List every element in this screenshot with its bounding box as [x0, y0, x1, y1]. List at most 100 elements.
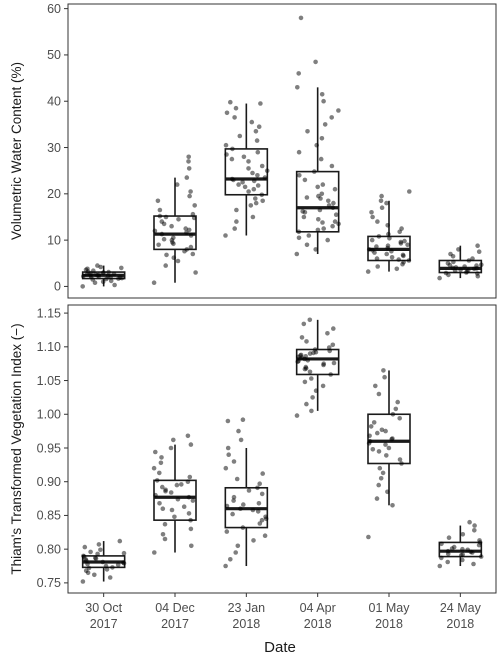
- ttvi-point: [307, 317, 313, 323]
- vwc-point: [184, 230, 189, 235]
- vwc-point: [81, 273, 86, 279]
- vwc-point: [164, 252, 169, 258]
- ttvi-point: [186, 511, 192, 516]
- ttvi-point: [185, 479, 191, 485]
- ttvi-point: [117, 538, 123, 544]
- vwc-point: [155, 198, 161, 204]
- ttvi-point: [230, 511, 235, 517]
- ttvi-point: [460, 557, 465, 563]
- vwc-point: [108, 278, 114, 284]
- vwc-point: [304, 195, 310, 200]
- vwc-point: [157, 213, 163, 219]
- vwc-point: [456, 247, 461, 252]
- ttvi-point: [472, 523, 477, 528]
- vwc-point: [262, 175, 268, 180]
- ttvi-point: [188, 517, 193, 523]
- ttvi-point: [85, 561, 90, 567]
- ttvi-point: [259, 517, 265, 523]
- vwc-point: [95, 263, 100, 268]
- vwc-point: [329, 115, 335, 120]
- vwc-y-tick-label: 40: [47, 95, 61, 109]
- vwc-point: [224, 152, 229, 157]
- ttvi-y-tick-label: 0.90: [37, 475, 61, 489]
- ttvi-point: [228, 557, 233, 562]
- vwc-point: [332, 186, 338, 192]
- vwc-point: [159, 231, 165, 237]
- ttvi-point: [446, 535, 452, 540]
- ttvi-point: [174, 482, 180, 488]
- x-tick-label-date: 04 Apr: [300, 601, 336, 615]
- vwc-point: [169, 223, 174, 229]
- ttvi-point: [309, 376, 314, 381]
- vwc-point: [305, 129, 310, 134]
- vwc-point: [298, 15, 304, 21]
- vwc-y-tick-label: 20: [47, 187, 61, 201]
- vwc-point: [325, 237, 331, 243]
- vwc-point: [256, 124, 262, 129]
- ttvi-point: [302, 379, 308, 385]
- vwc-point: [369, 237, 375, 243]
- vwc-point: [255, 183, 261, 188]
- ttvi-point: [257, 481, 263, 487]
- vwc-point: [253, 200, 259, 206]
- vwc-y-tick-label: 60: [47, 2, 61, 16]
- vwc-point: [93, 272, 98, 277]
- vwc-point: [370, 248, 375, 253]
- ttvi-y-axis-title: Thiam's Transformed Vegetation Index (−): [9, 323, 24, 574]
- vwc-point: [396, 257, 402, 262]
- vwc-point: [375, 219, 380, 224]
- ttvi-y-tick-label: 0.80: [37, 542, 61, 556]
- ttvi-point: [384, 453, 389, 458]
- vwc-point: [186, 227, 192, 233]
- vwc-point: [301, 214, 307, 220]
- vwc-point: [451, 259, 456, 265]
- vwc-point: [329, 163, 335, 169]
- vwc-point: [406, 258, 412, 263]
- ttvi-point: [255, 485, 260, 491]
- vwc-point: [466, 258, 472, 263]
- vwc-point: [242, 184, 248, 190]
- vwc-point: [389, 254, 395, 260]
- ttvi-point: [376, 482, 382, 488]
- ttvi-point: [259, 491, 265, 497]
- ttvi-point: [96, 542, 102, 547]
- ttvi-point: [160, 484, 165, 490]
- vwc-point: [187, 193, 192, 199]
- ttvi-point: [236, 428, 241, 434]
- vwc-point: [246, 159, 251, 164]
- ttvi-point: [307, 369, 313, 375]
- ttvi-point: [381, 368, 386, 373]
- ttvi-point: [121, 560, 126, 565]
- vwc-point: [183, 226, 188, 231]
- ttvi-point: [185, 433, 191, 439]
- vwc-point: [255, 149, 261, 155]
- x-tick-label-date: 04 Dec: [155, 601, 195, 615]
- ttvi-point: [377, 465, 383, 471]
- vwc-point: [295, 85, 300, 90]
- vwc-point: [365, 269, 371, 274]
- ttvi-point: [437, 563, 443, 569]
- vwc-point: [248, 203, 254, 208]
- x-tick-label-date: 01 May: [369, 601, 411, 615]
- ttvi-y-tick-label: 1.05: [37, 374, 61, 388]
- vwc-point: [297, 173, 302, 178]
- ttvi-point: [240, 417, 246, 423]
- vwc-point: [475, 271, 480, 276]
- ttvi-point: [189, 543, 194, 549]
- ttvi-point: [153, 449, 158, 455]
- ttvi-point: [328, 372, 334, 377]
- vwc-point: [315, 184, 321, 190]
- ttvi-point: [376, 391, 382, 397]
- ttvi-point: [256, 501, 262, 506]
- ttvi-point: [301, 321, 307, 327]
- ttvi-panel: 0.75 0.80 0.85 0.90 0.95 1.00 1.05 1.10 1.15 Thia…: [9, 304, 497, 594]
- ttvi-point: [397, 416, 403, 421]
- vwc-point: [470, 256, 475, 261]
- ttvi-point: [374, 496, 380, 501]
- vwc-y-tick-label: 10: [47, 233, 61, 247]
- ttvi-point: [86, 565, 92, 571]
- ttvi-point: [168, 445, 174, 451]
- vwc-point: [376, 234, 382, 239]
- vwc-point: [228, 99, 233, 105]
- ttvi-point: [383, 428, 388, 434]
